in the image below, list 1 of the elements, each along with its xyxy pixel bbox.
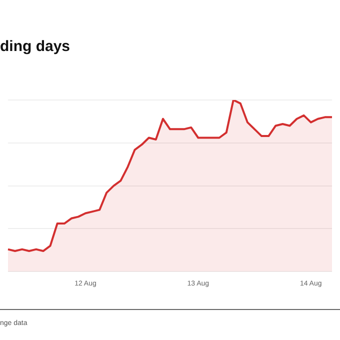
chart-title: ding days <box>0 38 70 56</box>
